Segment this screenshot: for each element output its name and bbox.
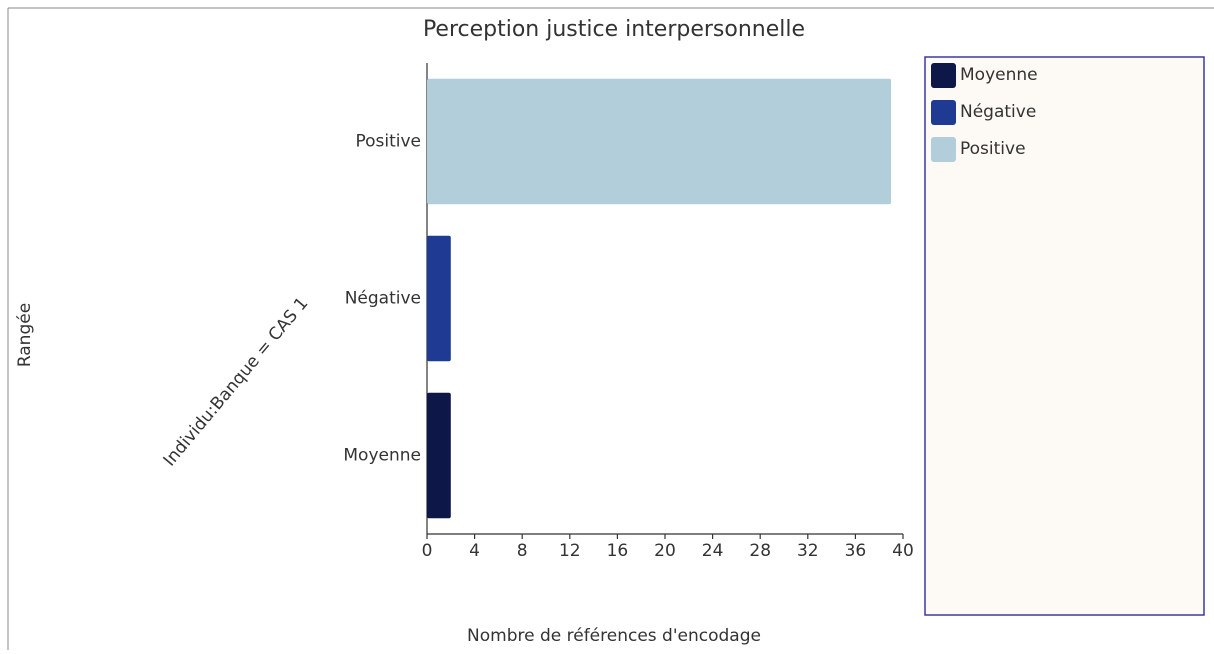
- x-tick-label: 16: [607, 541, 629, 561]
- legend-label: Moyenne: [960, 65, 1038, 85]
- legend-label: Négative: [960, 102, 1036, 122]
- x-tick-label: 8: [517, 541, 528, 561]
- legend-label: Positive: [960, 139, 1026, 159]
- bar: [427, 235, 451, 362]
- legend-swatch: [931, 63, 956, 88]
- x-axis-label: Nombre de références d'encodage: [467, 626, 761, 646]
- legend-swatch: [931, 137, 956, 162]
- chart-title: Perception justice interpersonnelle: [423, 17, 805, 42]
- x-tick-label: 28: [749, 541, 771, 561]
- bar: [427, 78, 892, 205]
- group-label: Individu:Banque = CAS 1: [160, 294, 313, 471]
- y-axis-label: Rangée: [15, 303, 35, 367]
- x-tick-label: 0: [422, 541, 433, 561]
- y-tick-label: Négative: [345, 289, 421, 309]
- x-tick-label: 12: [559, 541, 581, 561]
- bar: [427, 392, 451, 519]
- y-tick-label: Positive: [355, 132, 421, 152]
- x-tick-label: 36: [845, 541, 867, 561]
- x-tick-label: 4: [469, 541, 480, 561]
- x-tick-label: 40: [892, 541, 914, 561]
- legend-swatch: [931, 100, 956, 125]
- x-tick-label: 24: [702, 541, 724, 561]
- x-tick-label: 32: [797, 541, 819, 561]
- legend-box: [924, 56, 1205, 616]
- y-tick-label: Moyenne: [343, 446, 421, 466]
- x-tick-label: 20: [654, 541, 676, 561]
